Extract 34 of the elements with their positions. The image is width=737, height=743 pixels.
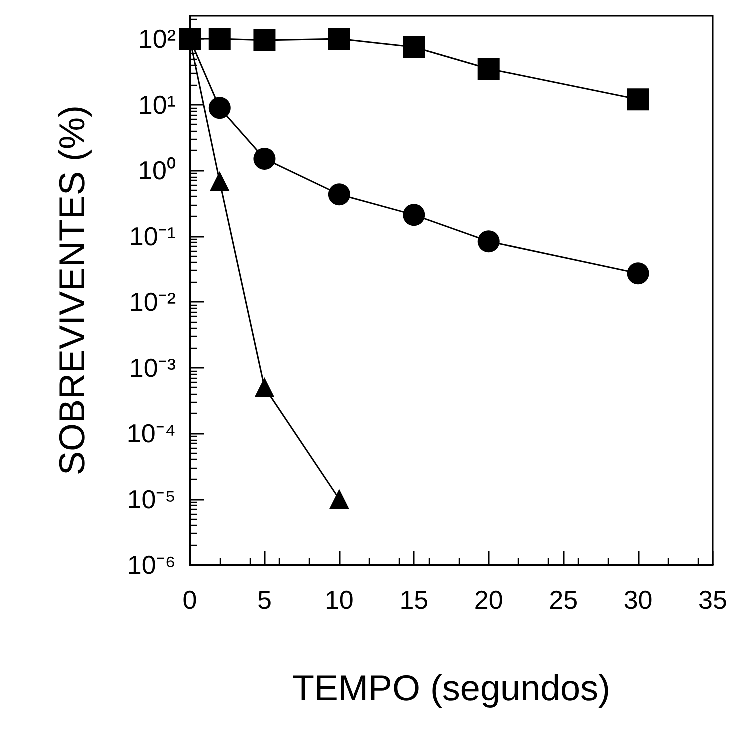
x-tick-label: 35 (698, 585, 728, 615)
x-tick-label: 20 (474, 585, 504, 615)
point (208, 97, 231, 120)
y-tick-label: 10² (138, 24, 176, 54)
y-tick-label: 10⁻⁵ (127, 484, 176, 514)
point (254, 148, 276, 170)
x-tick-label: 15 (400, 585, 429, 615)
y-tick-label: 10⁻¹ (129, 221, 176, 252)
y-tick-label: 10¹ (138, 90, 176, 120)
x-tick-label: 30 (624, 585, 653, 615)
y-tick-label: 10⁰ (138, 156, 176, 186)
point (328, 184, 350, 206)
x-tick-label: 0 (182, 585, 198, 615)
x-tick-label: 10 (324, 585, 354, 615)
point (328, 28, 350, 50)
point (208, 28, 231, 50)
y-tick-label: 10⁻⁴ (126, 418, 176, 449)
point (403, 204, 426, 226)
point (478, 58, 500, 80)
point (403, 36, 426, 58)
x-tick-label: 25 (549, 585, 578, 615)
y-tick-label: 10⁻² (129, 287, 176, 318)
point (478, 230, 500, 253)
point (210, 172, 230, 192)
y-tick-label: 10⁻³ (129, 352, 176, 383)
x-axis-title: TEMPO (segundos) (292, 668, 611, 708)
y-axis-title: SOBREVIVENTES (%) (52, 105, 92, 476)
point (254, 29, 276, 52)
point (329, 489, 350, 510)
x-tick-label: 5 (257, 585, 272, 615)
point (254, 378, 275, 398)
y-tick-label: 10⁻⁶ (127, 550, 176, 580)
point (627, 88, 650, 111)
point (627, 262, 650, 285)
